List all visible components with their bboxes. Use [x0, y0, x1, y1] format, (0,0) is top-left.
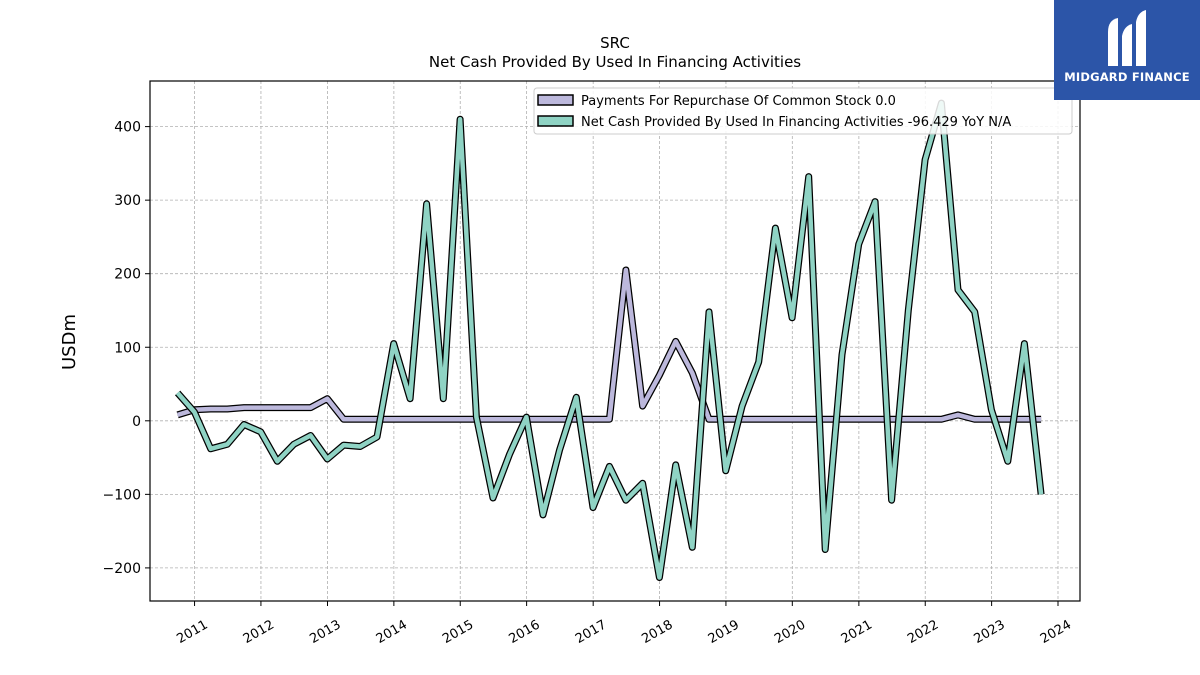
chart-title: SRC — [600, 34, 630, 52]
x-tick-label: 2016 — [506, 617, 542, 647]
plot-frame — [149, 80, 1081, 602]
legend: Payments For Repurchase Of Common Stock … — [533, 87, 1073, 135]
x-tick-label: 2013 — [307, 617, 343, 647]
x-tick-label: 2019 — [706, 617, 742, 647]
x-tick-label: 2015 — [440, 617, 476, 647]
series-line-1 — [175, 100, 1044, 580]
legend-entry: Payments For Repurchase Of Common Stock … — [581, 94, 896, 109]
y-tick-label: 0 — [132, 414, 141, 430]
x-tick-label: 2011 — [174, 617, 210, 647]
x-tick-label: 2012 — [241, 617, 277, 647]
series-outline-1 — [174, 99, 1045, 581]
y-tick-label: 100 — [114, 340, 141, 356]
legend-swatch — [537, 115, 574, 127]
x-tick-label: 2022 — [905, 617, 941, 647]
grid — [150, 81, 1080, 601]
legend-box — [533, 87, 1073, 135]
x-tick-label: 2021 — [839, 617, 875, 647]
y-axis-label: USDm — [59, 314, 80, 370]
x-tick-label: 2014 — [374, 617, 410, 647]
x-tick-label: 2018 — [639, 617, 675, 647]
legend-entry: Net Cash Provided By Used In Financing A… — [581, 115, 1011, 130]
brand-name: MIDGARD FINANCE — [1064, 70, 1190, 84]
brand-logo: MIDGARD FINANCE — [1054, 0, 1200, 100]
logo-mark-icon — [1108, 10, 1146, 66]
x-tick-label: 2020 — [772, 617, 808, 647]
x-tick-label: 2024 — [1038, 617, 1074, 647]
y-tick-label: 200 — [114, 267, 141, 283]
series-layer — [174, 99, 1045, 581]
x-tick-label: 2017 — [573, 617, 609, 647]
y-tick-label: 400 — [114, 120, 141, 136]
y-tick-label: 300 — [114, 193, 141, 209]
y-tick-label: −200 — [103, 561, 141, 577]
chart-subtitle: Net Cash Provided By Used In Financing A… — [429, 53, 801, 71]
y-tick-label: −100 — [103, 487, 141, 503]
legend-swatch — [537, 94, 574, 106]
ticks: −200 −100 0 100 200 300 400 2011 2012 2013 2014 201… — [103, 120, 1074, 647]
x-tick-label: 2023 — [971, 617, 1007, 647]
